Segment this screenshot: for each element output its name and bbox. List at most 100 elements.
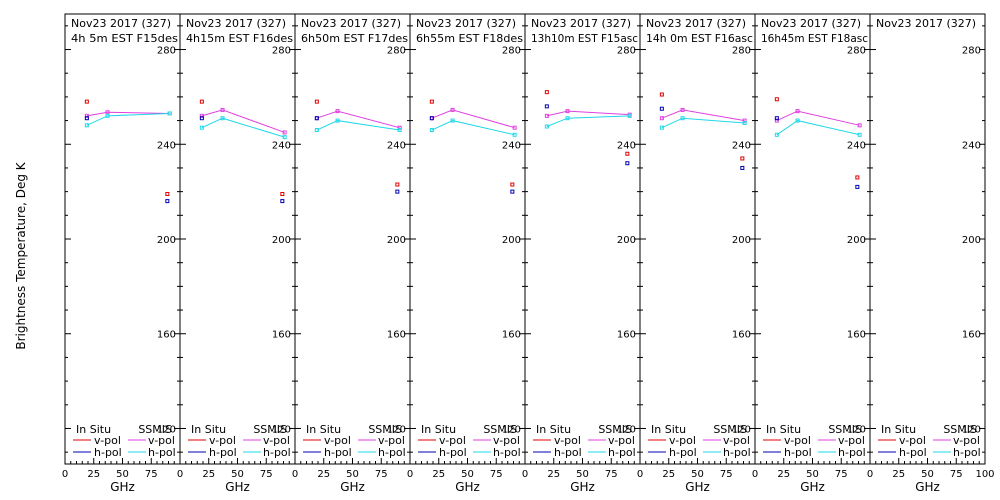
y-tick-label: 200 (617, 235, 636, 246)
y-tick-label: 280 (272, 46, 291, 57)
legend-ssmis-title: SSMIS (483, 423, 517, 436)
legend-ssmis-hpol-label: h-pol (723, 446, 751, 459)
ssmis-v-point (565, 109, 570, 114)
x-tick-label: 25 (202, 469, 215, 480)
y-tick-label: 120 (502, 424, 521, 435)
ssmis-h-point (450, 118, 455, 123)
ssmis-v-point (857, 123, 862, 128)
y-tick-label: 240 (157, 140, 176, 151)
legend-insitu-title: In Situ (76, 423, 111, 436)
legend-ssmis-vpol-label: v-pol (263, 434, 290, 447)
insitu-h-point (774, 116, 779, 121)
insitu-v-point (199, 99, 204, 104)
y-tick-label: 200 (502, 235, 521, 246)
legend-insitu-title: In Situ (881, 423, 916, 436)
x-tick-label: 50 (116, 469, 129, 480)
y-axis-label: Brightness Temperature, Deg K (14, 161, 28, 349)
insitu-h-point (855, 184, 860, 189)
ssmis-h-point (335, 118, 340, 123)
ssmis-h-point (627, 113, 632, 118)
x-tick-label: 75 (720, 469, 733, 480)
legend-ssmis-vpol-label: v-pol (493, 434, 520, 447)
insitu-v-point (544, 90, 549, 95)
x-tick-label: 25 (547, 469, 560, 480)
ssmis-h-point (680, 116, 685, 121)
y-tick-label: 240 (847, 140, 866, 151)
x-axis-label: GHz (340, 480, 365, 494)
x-axis-label: GHz (110, 480, 135, 494)
x-tick-label: 50 (231, 469, 244, 480)
ssmis-v-point (659, 116, 664, 121)
ssmis-h-series-line (546, 115, 630, 127)
ssmis-h-point (167, 111, 172, 116)
y-tick-label: 240 (502, 140, 521, 151)
legend-ssmis-hpol-label: h-pol (953, 446, 981, 459)
y-tick-label: 280 (157, 46, 176, 57)
x-tick-label: 50 (691, 469, 704, 480)
insitu-h-point (510, 189, 515, 194)
y-tick-label: 200 (157, 235, 176, 246)
x-axis-label: GHz (915, 480, 940, 494)
y-tick-label: 120 (617, 424, 636, 435)
insitu-h-point (280, 199, 285, 204)
ssmis-v-point (199, 113, 204, 118)
ssmis-h-point (220, 116, 225, 121)
y-tick-label: 160 (962, 330, 981, 341)
ssmis-v-series-line (661, 109, 745, 122)
legend-insitu-vpol-label: v-pol (94, 434, 121, 447)
ssmis-h-point (512, 132, 517, 137)
legend-ssmis-title: SSMIS (598, 423, 632, 436)
legend-ssmis-hpol-label: h-pol (378, 446, 406, 459)
insitu-h-point (199, 116, 204, 121)
ssmis-v-series-line (776, 110, 860, 126)
ssmis-v-series-line (201, 109, 285, 133)
legend-insitu-hpol-label: h-pol (899, 446, 927, 459)
x-axis-label: GHz (685, 480, 710, 494)
y-tick-label: 120 (732, 424, 751, 435)
panel-title: Nov23 2017 (327) (71, 17, 171, 30)
y-tick-label: 120 (387, 424, 406, 435)
ssmis-v-point (450, 107, 455, 112)
insitu-h-point (625, 161, 630, 166)
legend-ssmis-vpol-label: v-pol (608, 434, 635, 447)
x-tick-label: 100 (975, 469, 994, 480)
ssmis-v-point (282, 130, 287, 135)
legend-insitu-title: In Situ (766, 423, 801, 436)
y-tick-label: 160 (617, 330, 636, 341)
legend-insitu-hpol-label: h-pol (324, 446, 352, 459)
y-tick-label: 200 (732, 235, 751, 246)
ssmis-v-series-line (431, 109, 515, 129)
x-tick-label: 0 (407, 469, 413, 480)
insitu-v-point (429, 99, 434, 104)
x-tick-label: 75 (490, 469, 503, 480)
insitu-h-point (165, 199, 170, 204)
ssmis-h-series-line (86, 112, 170, 126)
legend-insitu-hpol-label: h-pol (669, 446, 697, 459)
panel-subtitle: 14h 0m EST F16asc (646, 32, 753, 45)
y-tick-label: 240 (387, 140, 406, 151)
legend-insitu-hpol-label: h-pol (209, 446, 237, 459)
y-tick-label: 160 (847, 330, 866, 341)
x-axis-label: GHz (570, 480, 595, 494)
y-tick-label: 240 (962, 140, 981, 151)
x-axis-label: GHz (455, 480, 480, 494)
x-tick-label: 50 (576, 469, 589, 480)
legend-ssmis-title: SSMIS (368, 423, 402, 436)
y-tick-label: 160 (272, 330, 291, 341)
ssmis-v-point (397, 125, 402, 130)
insitu-v-point (625, 151, 630, 156)
ssmis-v-point (335, 109, 340, 114)
y-tick-label: 280 (732, 46, 751, 57)
x-tick-label: 0 (292, 469, 298, 480)
legend-ssmis-title: SSMIS (713, 423, 747, 436)
legend-insitu-vpol-label: v-pol (669, 434, 696, 447)
x-tick-label: 50 (921, 469, 934, 480)
panel-title: Nov23 2017 (327) (186, 17, 286, 30)
y-tick-label: 240 (272, 140, 291, 151)
legend-ssmis-hpol-label: h-pol (148, 446, 176, 459)
legend-ssmis-title: SSMIS (943, 423, 977, 436)
ssmis-h-point (282, 135, 287, 140)
insitu-v-point (740, 156, 745, 161)
x-tick-label: 25 (892, 469, 905, 480)
